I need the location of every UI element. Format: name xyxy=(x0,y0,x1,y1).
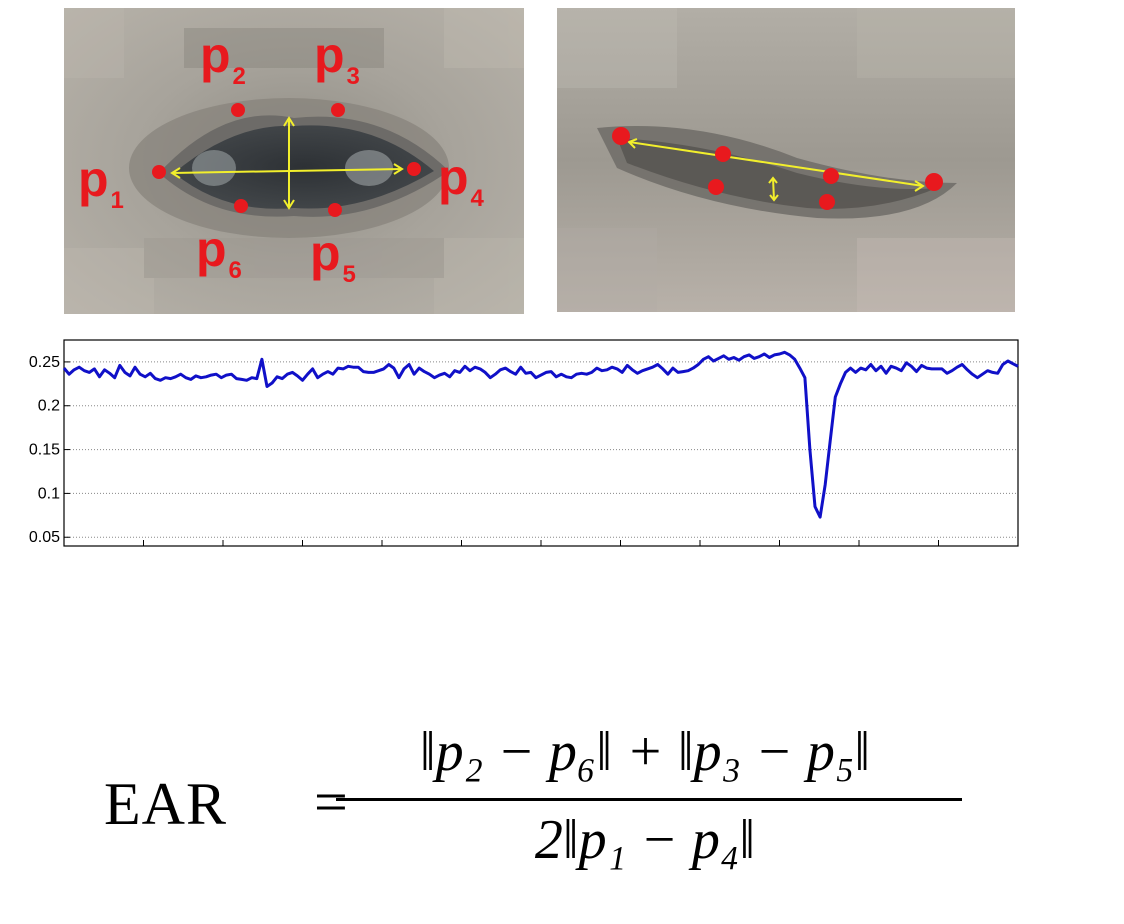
ear-line-chart: 0.25 0.2 0.15 0.1 0.05 xyxy=(29,339,1019,547)
closed-landmark-p3-dot xyxy=(823,168,839,184)
closed-landmark-p1-dot xyxy=(612,127,630,145)
x-axis-ticks xyxy=(143,540,939,546)
y-axis-ticks: 0.25 0.2 0.15 0.1 0.05 xyxy=(29,354,70,546)
landmark-p3-dot xyxy=(331,103,345,117)
landmark-p6-dot xyxy=(234,199,248,213)
open-eye-image: p1 p2 p3 p4 p5 p6 xyxy=(64,8,524,314)
formula-lhs: EAR xyxy=(104,771,227,837)
label-p6: p6 xyxy=(196,221,242,284)
formula-fraction-bar xyxy=(336,798,962,801)
label-p1: p1 xyxy=(78,151,124,214)
chart-grid xyxy=(64,361,1018,538)
ear-formula: EAR = ‖p₂ − p₆‖ + ‖p₃ − p₅‖ 2‖p₁ − p₄‖ xyxy=(100,720,1000,900)
label-p4: p4 xyxy=(438,149,485,212)
ear-series-line xyxy=(62,350,1019,519)
closed-landmark-p5-dot xyxy=(819,194,835,210)
landmark-p5-dot xyxy=(328,203,342,217)
label-p2: p2 xyxy=(200,27,246,90)
formula-numerator: ‖p₂ − p₆‖ + ‖p₃ − p₅‖ xyxy=(419,721,871,783)
closed-landmark-p2-dot xyxy=(715,146,731,162)
landmark-p2-dot xyxy=(231,103,245,117)
label-p5: p5 xyxy=(310,225,356,288)
closed-landmark-p6-dot xyxy=(708,179,724,195)
ear-series xyxy=(62,350,1019,519)
y-tick-label: 0.05 xyxy=(29,529,60,546)
landmark-p4-dot xyxy=(407,162,421,176)
label-p3: p3 xyxy=(314,27,360,90)
formula-denominator: 2‖p₁ − p₄‖ xyxy=(534,809,756,871)
closed-eye-image xyxy=(557,8,1015,312)
y-tick-label: 0.1 xyxy=(38,485,60,502)
y-tick-label: 0.25 xyxy=(29,354,60,371)
landmark-p1-dot xyxy=(152,165,166,179)
closed-landmark-p4-dot xyxy=(925,173,943,191)
y-tick-label: 0.2 xyxy=(38,398,60,415)
y-tick-label: 0.15 xyxy=(29,442,60,459)
formula-equals: = xyxy=(314,769,348,835)
